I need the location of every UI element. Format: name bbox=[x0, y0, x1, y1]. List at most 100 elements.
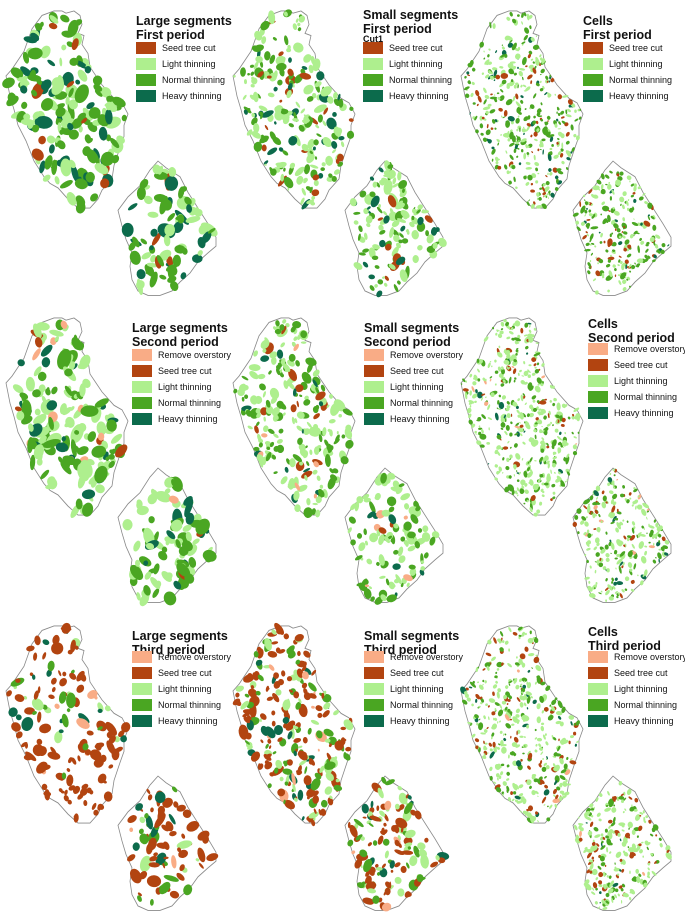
treatment-patch-seed-tree-cut bbox=[24, 742, 29, 749]
treatment-patch-normal-thinning bbox=[334, 434, 340, 443]
treatment-patch-normal-thinning bbox=[647, 202, 653, 209]
treatment-patch-light-thinning bbox=[518, 471, 521, 476]
treatment-patch-light-thinning bbox=[528, 64, 534, 69]
treatment-patch-normal-thinning bbox=[482, 679, 485, 683]
treatment-patch-light-thinning bbox=[304, 395, 309, 401]
treatment-patch-normal-thinning bbox=[188, 557, 197, 568]
treatment-patch-normal-thinning bbox=[492, 326, 495, 330]
treatment-patch-light-thinning bbox=[556, 419, 558, 424]
treatment-patch-seed-tree-cut bbox=[526, 123, 532, 127]
treatment-patch-heavy-thinning bbox=[149, 245, 154, 251]
treatment-patch-light-thinning bbox=[501, 366, 504, 370]
treatment-patch-seed-tree-cut bbox=[37, 746, 47, 757]
treatment-patch-light-thinning bbox=[554, 93, 557, 96]
treatment-patch-seed-tree-cut bbox=[51, 687, 56, 693]
treatment-patch-seed-tree-cut bbox=[162, 862, 166, 869]
treatment-patch-normal-thinning bbox=[613, 518, 619, 521]
treatment-patch-normal-thinning bbox=[515, 422, 520, 427]
treatment-patch-seed-tree-cut bbox=[537, 148, 540, 152]
treatment-patch-heavy-thinning bbox=[528, 37, 532, 41]
treatment-patch-normal-thinning bbox=[518, 111, 522, 115]
treatment-patch-normal-thinning bbox=[478, 431, 482, 436]
treatment-patch-normal-thinning bbox=[22, 51, 30, 64]
treatment-patch-seed-tree-cut bbox=[284, 799, 295, 810]
treatment-patch-normal-thinning bbox=[591, 242, 595, 245]
legend-item-remove-overstory: Remove overstory bbox=[132, 347, 231, 363]
treatment-patch-light-thinning bbox=[54, 176, 60, 185]
treatment-patch-normal-thinning bbox=[363, 859, 373, 873]
treatment-patch-normal-thinning bbox=[249, 64, 255, 68]
treatment-patch-normal-thinning bbox=[554, 455, 556, 458]
treatment-patch-light-thinning bbox=[557, 471, 561, 475]
treatment-patch-light-thinning bbox=[77, 463, 90, 482]
treatment-patch-light-thinning bbox=[498, 329, 500, 332]
treatment-patch-normal-thinning bbox=[544, 121, 549, 126]
treatment-patch-light-thinning bbox=[503, 359, 510, 365]
treatment-patch-seed-tree-cut bbox=[467, 74, 471, 77]
treatment-patch-light-thinning bbox=[543, 762, 547, 766]
treatment-patch-normal-thinning bbox=[587, 262, 591, 267]
treatment-patch-seed-tree-cut bbox=[381, 863, 386, 869]
treatment-patch-seed-tree-cut bbox=[293, 737, 302, 743]
treatment-patch-light-thinning bbox=[476, 440, 482, 446]
treatment-patch-light-thinning bbox=[301, 188, 307, 196]
treatment-patch-light-thinning bbox=[573, 133, 577, 138]
treatment-patch-light-thinning bbox=[584, 213, 587, 217]
treatment-patch-seed-tree-cut bbox=[73, 815, 77, 818]
treatment-patch-heavy-thinning bbox=[388, 514, 397, 524]
treatment-patch-seed-tree-cut bbox=[533, 131, 538, 137]
treatment-patch-heavy-thinning bbox=[469, 111, 471, 115]
treatment-patch-light-thinning bbox=[417, 204, 423, 210]
treatment-patch-normal-thinning bbox=[591, 511, 593, 516]
treatment-patch-normal-thinning bbox=[318, 434, 323, 443]
treatment-patch-normal-thinning bbox=[359, 849, 368, 858]
treatment-patch-light-thinning bbox=[594, 834, 601, 838]
treatment-patch-normal-thinning bbox=[595, 502, 601, 505]
treatment-patch-light-thinning bbox=[592, 278, 597, 282]
legend-swatch bbox=[132, 667, 152, 679]
legend-label: Normal thinning bbox=[614, 700, 678, 710]
treatment-patch-normal-thinning bbox=[492, 119, 496, 124]
treatment-patch-normal-thinning bbox=[6, 95, 19, 107]
treatment-patch-light-thinning bbox=[517, 115, 520, 118]
treatment-patch-light-thinning bbox=[502, 395, 506, 400]
treatment-patch-heavy-thinning bbox=[379, 868, 388, 878]
treatment-patch-normal-thinning bbox=[416, 209, 421, 214]
treatment-patch-seed-tree-cut bbox=[623, 226, 626, 229]
treatment-patch-heavy-thinning bbox=[287, 731, 293, 740]
treatment-patch-heavy-thinning bbox=[15, 714, 22, 721]
treatment-patch-normal-thinning bbox=[314, 772, 322, 780]
treatment-patch-light-thinning bbox=[469, 373, 473, 378]
treatment-patch-light-thinning bbox=[257, 373, 266, 380]
treatment-patch-light-thinning bbox=[530, 696, 533, 699]
treatment-patch-normal-thinning bbox=[386, 496, 397, 507]
treatment-patch-heavy-thinning bbox=[30, 32, 40, 42]
treatment-patch-light-thinning bbox=[471, 81, 475, 85]
legend-swatch bbox=[364, 413, 384, 425]
treatment-patch-normal-thinning bbox=[622, 485, 626, 489]
treatment-patch-light-thinning bbox=[499, 330, 504, 335]
treatment-patch-heavy-thinning bbox=[570, 721, 573, 726]
treatment-patch-normal-thinning bbox=[253, 44, 264, 52]
treatment-patch-light-thinning bbox=[635, 868, 640, 874]
treatment-patch-seed-tree-cut bbox=[34, 635, 41, 646]
treatment-patch-light-thinning bbox=[390, 486, 400, 492]
treatment-patch-normal-thinning bbox=[621, 883, 626, 888]
treatment-patch-light-thinning bbox=[255, 55, 263, 63]
treatment-patch-light-thinning bbox=[62, 406, 72, 416]
treatment-patch-light-thinning bbox=[315, 509, 321, 518]
treatment-patch-light-thinning bbox=[571, 415, 575, 420]
treatment-patch-normal-thinning bbox=[19, 392, 29, 400]
treatment-patch-normal-thinning bbox=[551, 144, 554, 147]
treatment-patch-light-thinning bbox=[595, 256, 597, 259]
treatment-patch-light-thinning bbox=[536, 128, 540, 132]
treatment-patch-light-thinning bbox=[496, 470, 500, 475]
treatment-patch-light-thinning bbox=[542, 758, 544, 761]
treatment-patch-light-thinning bbox=[292, 118, 299, 122]
treatment-patch-light-thinning bbox=[493, 781, 497, 784]
treatment-patch-light-thinning bbox=[509, 454, 513, 459]
treatment-patch-normal-thinning bbox=[509, 142, 515, 147]
treatment-patch-normal-thinning bbox=[478, 718, 481, 721]
treatment-patch-light-thinning bbox=[544, 733, 547, 736]
treatment-patch-light-thinning bbox=[523, 360, 526, 365]
